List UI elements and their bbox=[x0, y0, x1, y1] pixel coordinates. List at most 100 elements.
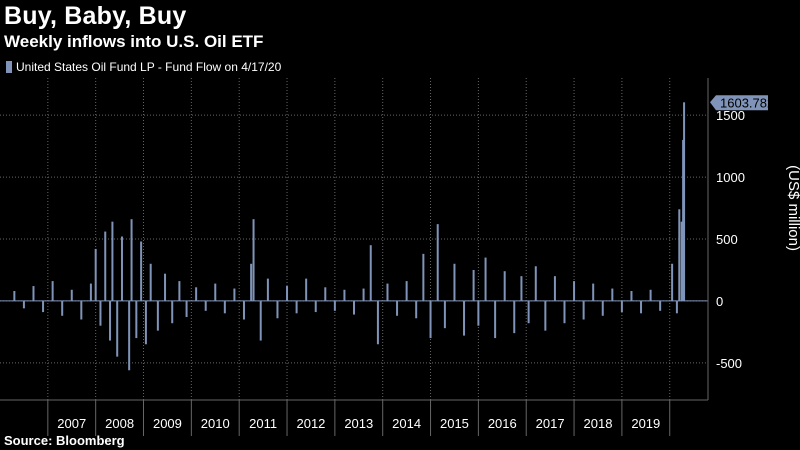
bar bbox=[70, 289, 73, 301]
bar bbox=[164, 273, 167, 301]
bar-layer bbox=[0, 102, 708, 371]
bar bbox=[472, 269, 475, 301]
bar bbox=[333, 300, 336, 311]
bar bbox=[611, 288, 614, 301]
bar bbox=[675, 300, 678, 314]
bar bbox=[592, 283, 595, 301]
axis-layer bbox=[0, 78, 709, 436]
bar bbox=[527, 300, 530, 324]
bar bbox=[520, 276, 523, 301]
bar bbox=[89, 283, 92, 301]
x-tick-label: 2019 bbox=[631, 416, 660, 431]
bar bbox=[276, 300, 279, 319]
bar bbox=[513, 300, 516, 334]
bar bbox=[214, 283, 217, 301]
bar bbox=[415, 300, 418, 319]
bar bbox=[266, 278, 269, 301]
bar bbox=[683, 102, 686, 301]
x-tick-label: 2017 bbox=[536, 416, 565, 431]
bar bbox=[22, 300, 25, 309]
bar bbox=[111, 221, 114, 301]
bar bbox=[422, 253, 425, 301]
bar bbox=[671, 263, 674, 301]
bar bbox=[32, 286, 35, 301]
bar bbox=[135, 300, 138, 339]
label-layer: -500 0 500 1000 1500 2007 2008 2009 2010 2011 2012… bbox=[57, 95, 800, 431]
bar bbox=[405, 281, 408, 301]
y-tick-label: -500 bbox=[716, 356, 742, 371]
legend-swatch bbox=[6, 61, 12, 73]
bar bbox=[204, 300, 207, 311]
bar bbox=[286, 286, 289, 301]
x-tick-label: 2013 bbox=[344, 416, 373, 431]
bar bbox=[582, 300, 585, 320]
bar bbox=[128, 300, 131, 371]
bar bbox=[553, 276, 556, 301]
bar bbox=[252, 219, 255, 301]
bar bbox=[305, 278, 308, 301]
bar bbox=[314, 300, 317, 313]
bar bbox=[94, 248, 97, 301]
bar bbox=[242, 300, 245, 320]
bar bbox=[453, 263, 456, 301]
bar bbox=[353, 300, 355, 315]
y-tick-label: 1000 bbox=[716, 170, 745, 185]
bar bbox=[233, 288, 236, 301]
bar bbox=[250, 263, 253, 301]
bar bbox=[178, 281, 181, 301]
y-tick-label: 500 bbox=[716, 232, 738, 247]
bar bbox=[259, 300, 262, 341]
x-tick-label: 2018 bbox=[584, 416, 613, 431]
bar bbox=[563, 300, 566, 324]
bar bbox=[99, 300, 102, 326]
x-tick-label: 2008 bbox=[105, 416, 134, 431]
bar bbox=[369, 245, 372, 301]
bar bbox=[104, 231, 107, 301]
chart-subtitle: Weekly inflows into U.S. Oil ETF bbox=[4, 32, 264, 51]
bar bbox=[640, 300, 643, 314]
callout-value: 1603.782 bbox=[720, 95, 774, 110]
bar bbox=[601, 300, 604, 316]
x-tick-label: 2014 bbox=[392, 416, 421, 431]
bar bbox=[678, 209, 681, 301]
bar bbox=[503, 271, 506, 301]
x-tick-label: 2009 bbox=[153, 416, 182, 431]
source-note: Source: Bloomberg bbox=[4, 433, 125, 448]
bar bbox=[376, 300, 379, 345]
bar bbox=[185, 300, 188, 318]
bar bbox=[343, 289, 346, 301]
bar bbox=[130, 219, 133, 301]
bar bbox=[362, 288, 365, 301]
bar bbox=[109, 300, 112, 341]
bar bbox=[494, 300, 497, 339]
x-tick-label: 2010 bbox=[201, 416, 230, 431]
bar bbox=[463, 300, 466, 336]
bar bbox=[429, 300, 432, 339]
x-tick-label: 2011 bbox=[249, 416, 277, 431]
bar bbox=[436, 224, 439, 301]
y-tick-label: 1500 bbox=[716, 108, 745, 123]
x-tick-label: 2012 bbox=[296, 416, 325, 431]
y-tick-label: 0 bbox=[716, 294, 723, 309]
bar bbox=[396, 300, 399, 316]
x-tick-label: 2007 bbox=[57, 416, 86, 431]
x-tick-label: 2016 bbox=[488, 416, 517, 431]
bar bbox=[649, 289, 652, 301]
bar bbox=[42, 300, 45, 313]
bar bbox=[295, 300, 298, 314]
last-value-callout: 1603.782 bbox=[710, 95, 774, 111]
bar bbox=[477, 300, 480, 326]
legend-label: United States Oil Fund LP - Fund Flow on… bbox=[16, 60, 282, 74]
bar bbox=[544, 300, 547, 331]
y-axis-label: (US$ million) bbox=[785, 165, 800, 251]
bar bbox=[534, 266, 537, 301]
bar bbox=[659, 300, 662, 311]
bar bbox=[61, 300, 64, 316]
callout-box bbox=[710, 95, 768, 111]
bar bbox=[116, 300, 119, 357]
bar bbox=[80, 300, 83, 320]
bar bbox=[156, 300, 159, 331]
bar bbox=[144, 300, 147, 345]
bar bbox=[149, 263, 152, 301]
bar bbox=[140, 241, 143, 301]
